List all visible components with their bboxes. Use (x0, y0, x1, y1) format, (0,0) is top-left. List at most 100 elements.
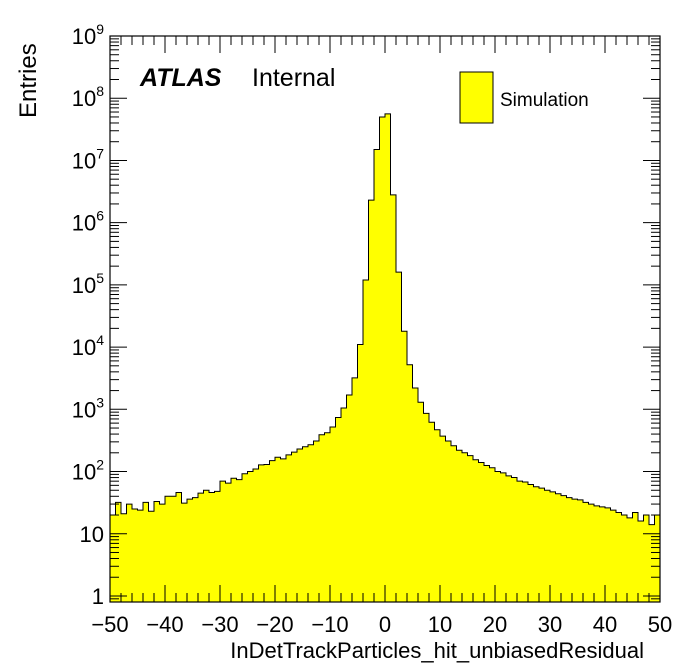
histogram-bar (203, 490, 210, 602)
histogram-bar (198, 493, 204, 602)
legend-swatch-simulation (459, 71, 494, 124)
y-tick-label: 103 (72, 394, 104, 422)
histogram-bar (253, 468, 259, 602)
histogram-bar (599, 506, 606, 602)
histogram-bar (132, 508, 138, 602)
histogram-bar (412, 388, 419, 602)
histogram-bar (407, 364, 413, 602)
histogram-bar (346, 394, 353, 602)
histogram-bar (385, 113, 391, 602)
x-tick-label: −30 (201, 612, 238, 637)
histogram-bar (522, 481, 529, 602)
x-tick-label: 50 (648, 612, 672, 637)
histogram-bar (489, 467, 496, 602)
histogram-bar (154, 501, 160, 602)
histogram-bar (500, 472, 507, 602)
y-tick-label: 106 (72, 208, 104, 236)
histogram-bar (374, 149, 380, 603)
histogram-bar (269, 460, 276, 602)
histogram-bar (456, 450, 463, 602)
histogram-bar (511, 477, 518, 602)
histogram-bar (495, 471, 501, 602)
histogram-bar (533, 486, 540, 602)
histogram-bar (247, 471, 254, 602)
histogram-bar (170, 496, 177, 602)
histogram-bar (143, 502, 149, 602)
y-tick-label: 104 (72, 332, 104, 360)
histogram-bar (588, 504, 595, 602)
histogram-bar (126, 504, 133, 602)
histogram-bar (363, 279, 369, 602)
histogram-bar (577, 499, 584, 602)
histogram-bar (566, 497, 573, 602)
histogram-bar (324, 432, 331, 602)
histogram-bar (638, 521, 644, 602)
histogram-bar (583, 502, 589, 602)
histogram-bar (181, 503, 188, 602)
x-tick-label: −10 (311, 612, 348, 637)
histogram-bar (390, 194, 397, 602)
histogram-bar (242, 473, 248, 602)
x-tick-label: −20 (256, 612, 293, 637)
histogram-bar (451, 445, 457, 602)
histogram-bar (319, 434, 325, 602)
histogram-bar (220, 481, 226, 602)
x-tick-label: 40 (593, 612, 617, 637)
x-tick-label: 10 (428, 612, 452, 637)
x-axis-title: InDetTrackParticles_hit_unbiasedResidual (230, 638, 644, 663)
histogram-bar (544, 490, 551, 602)
histogram-bar (423, 413, 430, 602)
histogram-bar (440, 436, 446, 602)
y-tick-label: 10 (80, 522, 104, 547)
histogram-bar (308, 444, 314, 602)
histogram-bar (286, 454, 292, 602)
histogram-bar (121, 513, 127, 602)
histogram-bar (517, 481, 523, 602)
atlas-label-status: Internal (252, 64, 335, 92)
histogram-bar (352, 377, 358, 602)
histogram-bar (561, 495, 567, 602)
histogram-bar (231, 478, 237, 602)
histogram-bar (291, 452, 298, 602)
histogram-bar (467, 455, 474, 602)
histogram-bar (264, 464, 270, 602)
histogram-bar (148, 511, 155, 602)
histogram-bar (429, 422, 435, 602)
x-tick-label: 20 (483, 612, 507, 637)
histogram-bar (528, 484, 534, 602)
x-tick-label: −40 (146, 612, 183, 637)
histogram-bar (605, 507, 611, 602)
histogram-bar (258, 464, 265, 602)
histogram-bar (643, 515, 650, 602)
y-tick-label: 1 (92, 584, 104, 609)
histogram-bar (275, 457, 281, 602)
histogram-bar (176, 492, 182, 602)
histogram-bar (418, 402, 424, 602)
histogram-bar (209, 492, 215, 602)
x-tick-labels: −50 −40 −30 −20 −10 0 10 20 30 40 50 (91, 612, 672, 637)
histogram-bar (335, 417, 342, 602)
x-tick-label: 30 (538, 612, 562, 637)
histogram-bar (594, 505, 600, 602)
histogram-bar (610, 510, 617, 602)
legend: Simulation (459, 71, 589, 124)
histogram-bar (368, 200, 375, 602)
histogram-bar (192, 497, 199, 602)
legend-label-simulation: Simulation (500, 90, 589, 111)
atlas-label: ATLAS Internal (139, 64, 335, 92)
histogram-bar (225, 483, 232, 602)
histogram-bar (434, 429, 441, 602)
histogram-bar (550, 491, 556, 602)
y-axis-title: Entries (15, 43, 42, 118)
histogram-bar (187, 499, 193, 602)
histogram-bar (165, 496, 171, 602)
histogram-bar (401, 331, 408, 602)
histogram-bar (137, 510, 144, 602)
histogram-bar (379, 116, 386, 602)
histogram-bar (649, 524, 655, 602)
histogram-layer (109, 113, 661, 603)
x-tick-label: 0 (379, 612, 391, 637)
y-tick-labels: 1 10 102 103 104 105 106 107 108 109 (72, 21, 104, 609)
y-tick-label: 105 (72, 270, 104, 298)
histogram-bar (632, 512, 639, 602)
